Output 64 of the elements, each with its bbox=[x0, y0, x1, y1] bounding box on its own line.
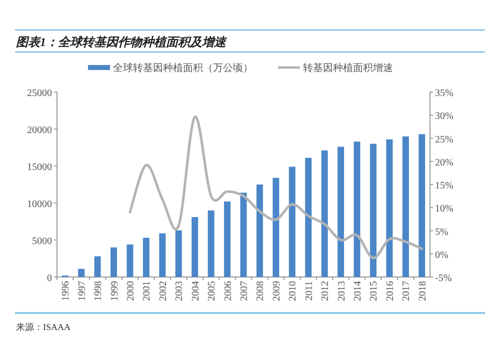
y2-tick-label: 15% bbox=[435, 180, 454, 192]
bar bbox=[354, 142, 360, 277]
y-tick-label: 25000 bbox=[27, 88, 52, 99]
x-tick-label: 2011 bbox=[304, 281, 315, 301]
x-tick-label: 2001 bbox=[142, 281, 153, 301]
bar bbox=[256, 184, 263, 277]
y2-tick-label: 0% bbox=[435, 250, 448, 261]
bar bbox=[208, 210, 214, 277]
x-tick-label: 2002 bbox=[158, 281, 169, 301]
line-series bbox=[128, 116, 424, 260]
x-tick-label: 2012 bbox=[320, 281, 332, 301]
y-tick-label: 20000 bbox=[27, 125, 52, 136]
bar bbox=[192, 217, 198, 277]
legend-label: 转基因种植面积增速 bbox=[303, 62, 393, 74]
y-tick-label: 10000 bbox=[27, 199, 52, 210]
bar bbox=[402, 136, 409, 277]
bar bbox=[305, 158, 312, 277]
bar bbox=[338, 146, 344, 277]
x-tick-label: 2008 bbox=[255, 281, 266, 301]
x-tick-label: 1998 bbox=[93, 281, 104, 301]
x-tick-label: 2003 bbox=[174, 281, 186, 301]
bar bbox=[94, 256, 101, 277]
x-tick-label: 2009 bbox=[271, 281, 282, 301]
x-tick-label: 1997 bbox=[76, 281, 88, 301]
y2-tick-label: 35% bbox=[435, 88, 454, 99]
x-tick-label: 2010 bbox=[288, 281, 299, 301]
x-tick-label: 2015 bbox=[368, 281, 380, 301]
y2-tick-label: 5% bbox=[435, 226, 448, 238]
x-tick-label: 2016 bbox=[384, 281, 396, 301]
y2-tick-label: -5% bbox=[435, 273, 452, 284]
bar bbox=[418, 134, 426, 277]
bar bbox=[78, 268, 85, 277]
y-tick-label: 15000 bbox=[27, 162, 52, 173]
x-tick-label: 2013 bbox=[336, 281, 348, 301]
bar bbox=[142, 238, 150, 277]
bar bbox=[175, 230, 182, 277]
bar bbox=[288, 166, 296, 277]
bar bbox=[321, 150, 328, 277]
x-tick-label: 2004 bbox=[190, 281, 202, 301]
bar bbox=[159, 233, 166, 277]
x-tick-label: 2017 bbox=[401, 281, 412, 301]
y-tick-label: 5000 bbox=[32, 236, 52, 247]
bar bbox=[110, 247, 118, 277]
bar bbox=[272, 178, 280, 277]
bar bbox=[386, 139, 393, 277]
y2-tick-label: 10% bbox=[435, 204, 454, 215]
y2-tick-label: 30% bbox=[435, 111, 454, 122]
x-tick-label: 2006 bbox=[222, 281, 234, 301]
chart-title: 图表1：全球转基因作物种植面积及增速 bbox=[16, 35, 228, 49]
y-tick-label: 0 bbox=[47, 273, 52, 284]
x-tick-label: 2014 bbox=[352, 281, 364, 301]
y2-tick-label: 25% bbox=[435, 134, 454, 146]
x-tick-label: 2000 bbox=[125, 281, 136, 301]
legend-label: 全球转基因种植面积（万公顷） bbox=[113, 62, 253, 74]
bar bbox=[224, 202, 231, 277]
x-tick-label: 1999 bbox=[109, 281, 120, 301]
bar bbox=[370, 144, 376, 277]
bar bbox=[126, 244, 134, 277]
x-tick-label: 2007 bbox=[239, 281, 250, 301]
x-tick-label: 2018 bbox=[417, 281, 428, 301]
y2-tick-label: 20% bbox=[435, 157, 454, 168]
x-tick-label: 1996 bbox=[60, 281, 72, 301]
source-note: 来源：ISAAA bbox=[16, 322, 71, 332]
x-tick-label: 2005 bbox=[206, 281, 218, 301]
